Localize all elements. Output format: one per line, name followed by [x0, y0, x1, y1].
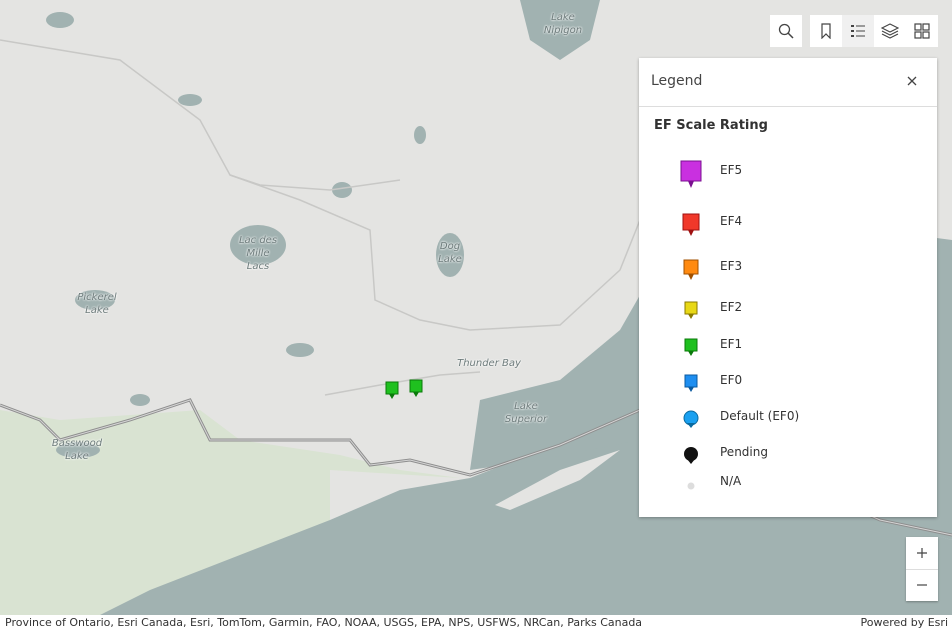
legend-item: EF3 [720, 259, 743, 273]
zoom-out[interactable] [917, 580, 927, 590]
layers-button[interactable] [874, 15, 906, 47]
map-label: Lac des Mille Lacs [239, 234, 277, 273]
divider [639, 106, 937, 107]
symbol-ef1 [684, 338, 698, 356]
map-label: Dog Lake [438, 240, 462, 266]
label-line: Lake [438, 254, 462, 265]
map-label: Thunder Bay [457, 357, 521, 370]
legend-item: Pending [720, 445, 768, 459]
label-line: Superior [504, 414, 548, 425]
bookmarks-button[interactable] [810, 15, 842, 47]
label-line: Lac des [238, 235, 278, 246]
attribution: Province of Ontario, Esri Canada, Esri, … [5, 616, 643, 629]
close-button[interactable] [907, 76, 917, 86]
symbol-ef5 [680, 160, 702, 188]
label-line: Lake [551, 12, 575, 23]
legend-item: EF1 [720, 337, 743, 351]
map-label: Basswood Lake [52, 437, 102, 463]
marker[interactable] [385, 381, 399, 399]
legend-item: EF4 [720, 214, 743, 228]
legend-item: N/A [720, 474, 742, 488]
label-line: Lake [65, 451, 89, 462]
symbol-pending [684, 447, 698, 464]
legend-title: Legend [651, 73, 703, 89]
powered-by[interactable]: Powered by Esri [860, 616, 948, 629]
zoom-controls [906, 537, 938, 601]
layers-icon [881, 23, 899, 39]
symbol-ef0 [684, 374, 698, 392]
zoom-in[interactable] [917, 548, 927, 558]
legend-heading: EF Scale Rating [654, 118, 768, 133]
label-line: Dog [439, 241, 461, 252]
search-icon [778, 23, 794, 39]
legend-symbols [680, 160, 702, 490]
marker[interactable] [409, 379, 423, 397]
search-button[interactable] [770, 15, 802, 47]
legend-panel: Legend EF Scale Rating EF5 EF4 EF3 EF2 E… [639, 58, 937, 517]
legend-item: EF0 [720, 373, 743, 387]
basemap-button[interactable] [906, 15, 938, 47]
label-line: Lacs [246, 261, 270, 272]
label-line: Basswood [51, 438, 103, 449]
symbol-ef4 [682, 213, 700, 236]
label-line: Thunder Bay [457, 358, 521, 369]
legend-button[interactable] [842, 15, 874, 47]
legend-item: EF5 [720, 163, 743, 177]
symbol-ef2 [684, 301, 698, 319]
grid-icon [914, 23, 930, 39]
label-line: Nipigon [543, 25, 583, 36]
legend-icon [851, 25, 865, 37]
map-label: Lake Superior [505, 400, 547, 426]
label-line: Lake [514, 401, 538, 412]
attribution-bar: Province of Ontario, Esri Canada, Esri, … [0, 615, 952, 630]
map-label: Lake Nipigon [544, 11, 582, 37]
map-label: Pickerel Lake [77, 291, 116, 317]
label-line: Pickerel [77, 292, 117, 303]
legend-item: EF2 [720, 300, 743, 314]
legend-item: Default (EF0) [720, 409, 800, 423]
symbol-default [683, 410, 699, 428]
symbol-na [687, 482, 695, 490]
label-line: Lake [85, 305, 109, 316]
divider [906, 569, 938, 570]
label-line: Mille [246, 248, 270, 259]
symbol-ef3 [683, 259, 699, 280]
bookmark-icon [821, 23, 831, 39]
